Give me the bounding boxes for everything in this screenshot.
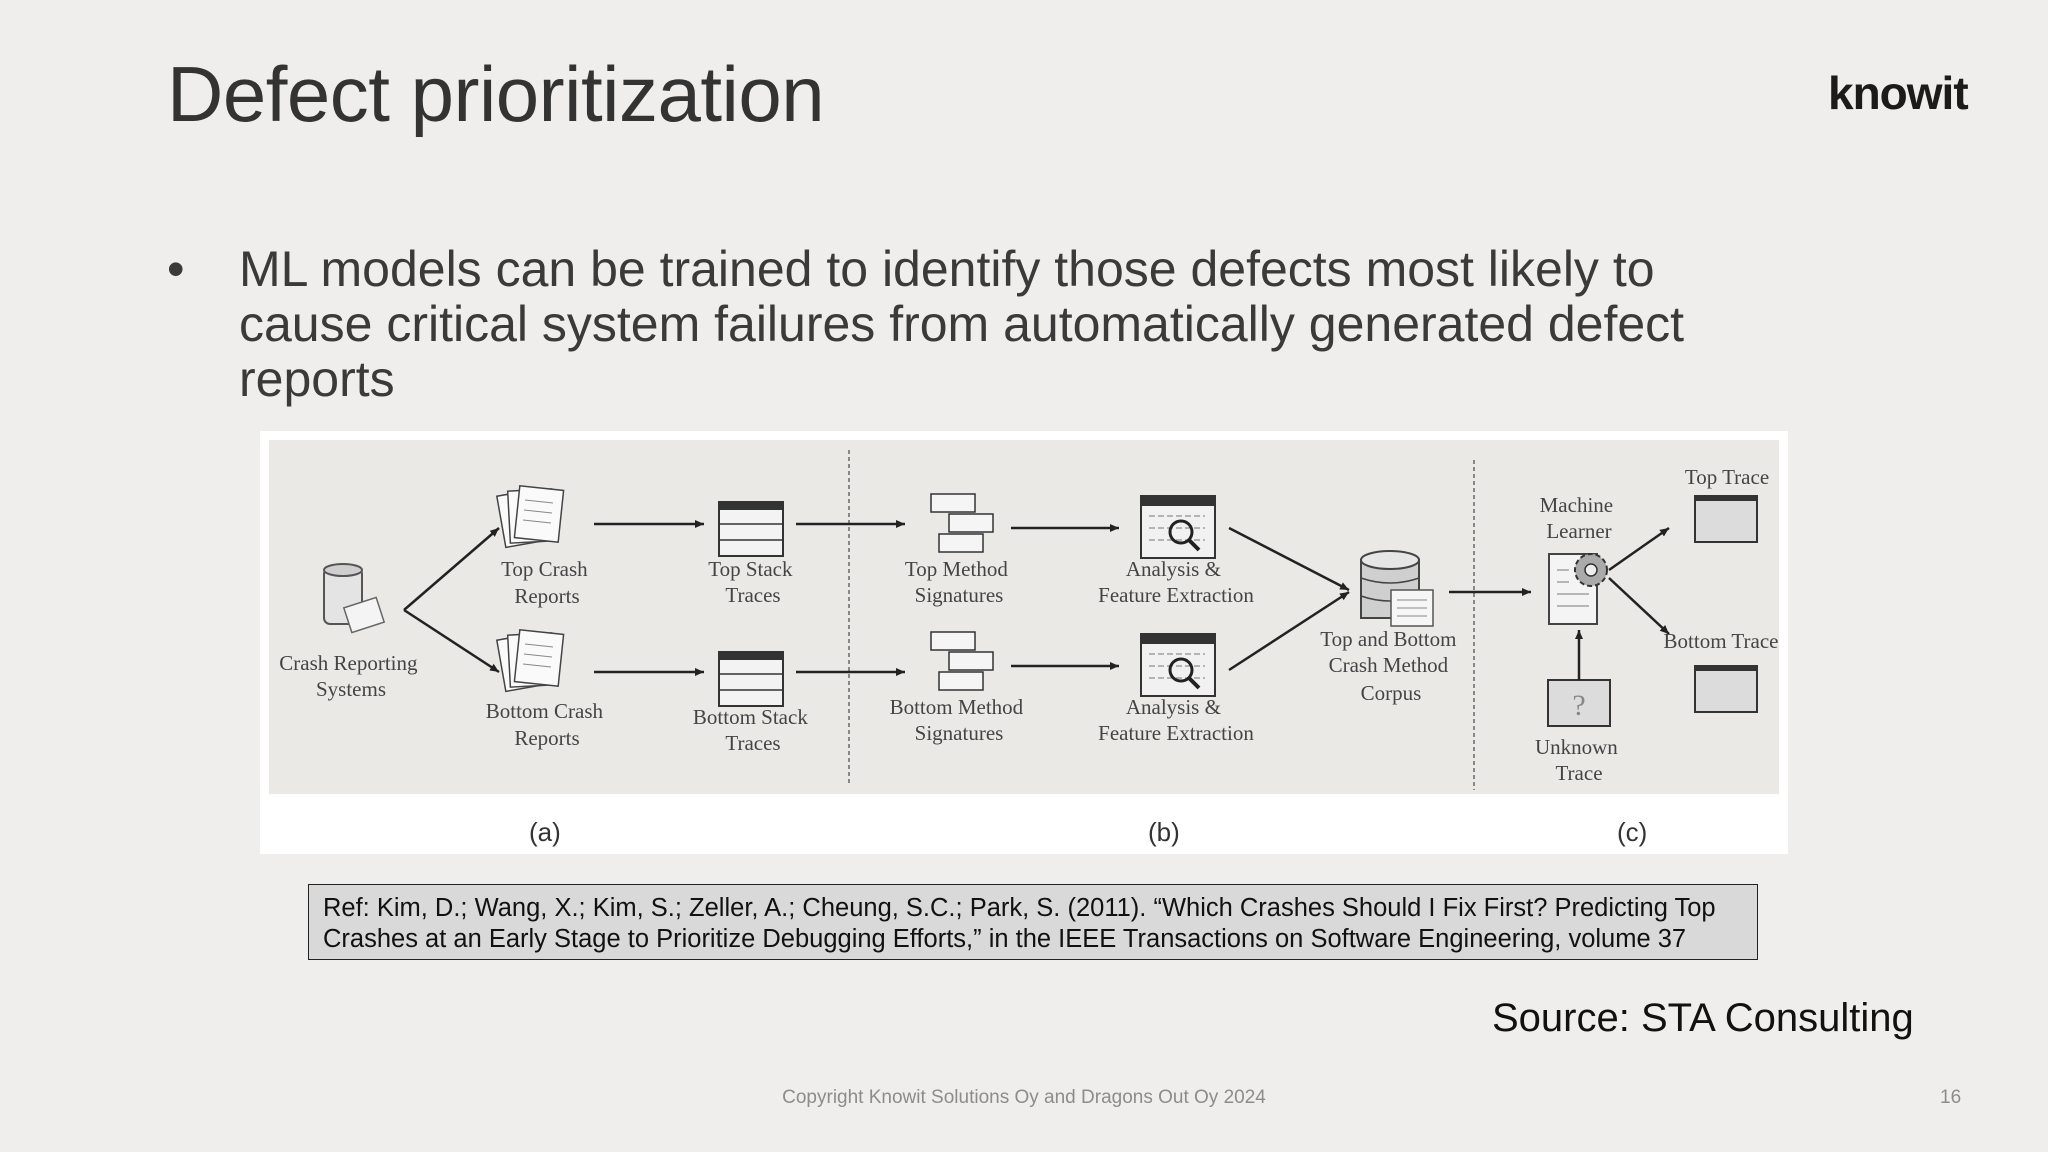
bullet-icon: • bbox=[167, 241, 185, 297]
reference-line: Ref: Kim, D.; Wang, X.; Kim, S.; Zeller,… bbox=[323, 894, 1716, 922]
bullet-text: ML models can be trained to identify tho… bbox=[239, 242, 1739, 407]
node-label: Bottom Trace bbox=[1664, 629, 1779, 653]
bottom-method-signatures-icon bbox=[930, 631, 994, 691]
top-stack-traces-icon bbox=[718, 501, 784, 557]
node-label: Analysis & Feature Extraction bbox=[1098, 557, 1254, 607]
crash-prediction-figure: Crash Reporting Systems Top Crash Report… bbox=[260, 431, 1788, 854]
figure-diagram-area: Crash Reporting Systems Top Crash Report… bbox=[269, 440, 1779, 794]
copyright-footer: Copyright Knowit Solutions Oy and Dragon… bbox=[782, 1087, 1266, 1108]
top-method-signatures-icon bbox=[930, 493, 994, 553]
node-label: Top Stack Traces bbox=[708, 557, 798, 607]
reference-box: Ref: Kim, D.; Wang, X.; Kim, S.; Zeller,… bbox=[308, 884, 1758, 960]
bottom-crash-reports-icon bbox=[495, 629, 565, 693]
bullet-line: cause critical system failures from auto… bbox=[239, 296, 1685, 352]
top-crash-reports-icon bbox=[495, 485, 565, 549]
node-label: Unknown Trace bbox=[1535, 735, 1623, 785]
node-label: Top Trace bbox=[1685, 465, 1769, 489]
knowit-logo: knowit bbox=[1828, 67, 1969, 119]
source-credit: Source: STA Consulting bbox=[1492, 996, 1914, 1040]
slide-title: Defect prioritization bbox=[167, 50, 825, 138]
bottom-trace-icon bbox=[1694, 665, 1758, 713]
corpus-database-icon bbox=[1360, 550, 1434, 627]
machine-learner-gear-icon bbox=[1548, 553, 1608, 625]
pipeline-diagram: Crash Reporting Systems Top Crash Report… bbox=[279, 450, 1779, 790]
node-label: Bottom Stack Traces bbox=[693, 705, 813, 755]
analysis-magnifier-icon bbox=[1140, 495, 1216, 559]
panel-label-a: (a) bbox=[529, 817, 561, 847]
bottom-stack-traces-icon bbox=[718, 651, 784, 707]
node-label: Analysis & Feature Extraction bbox=[1098, 695, 1254, 745]
svg-text:?: ? bbox=[1572, 689, 1585, 722]
node-label: Machine Learner bbox=[1540, 493, 1619, 543]
bullet-line: reports bbox=[239, 351, 395, 407]
unknown-trace-icon: ? bbox=[1547, 679, 1611, 727]
reference-line: Crashes at an Early Stage to Prioritize … bbox=[323, 925, 1687, 953]
node-label: Top Crash Reports bbox=[501, 557, 593, 608]
top-trace-icon bbox=[1694, 495, 1758, 543]
node-label: Top and Bottom Crash Method Corpus bbox=[1320, 627, 1461, 705]
page-number: 16 bbox=[1940, 1087, 1962, 1108]
panel-label-c: (c) bbox=[1617, 817, 1648, 847]
node-label: Bottom Method Signatures bbox=[890, 695, 1029, 745]
bullet-line: ML models can be trained to identify tho… bbox=[239, 241, 1655, 297]
node-label: Bottom Crash Reports bbox=[486, 699, 609, 750]
node-label: Top Method Signatures bbox=[905, 557, 1013, 607]
node-label: Crash Reporting Systems bbox=[279, 651, 422, 701]
crash-reporting-icon bbox=[323, 563, 386, 634]
panel-label-b: (b) bbox=[1148, 817, 1180, 847]
analysis-magnifier-icon bbox=[1140, 633, 1216, 697]
